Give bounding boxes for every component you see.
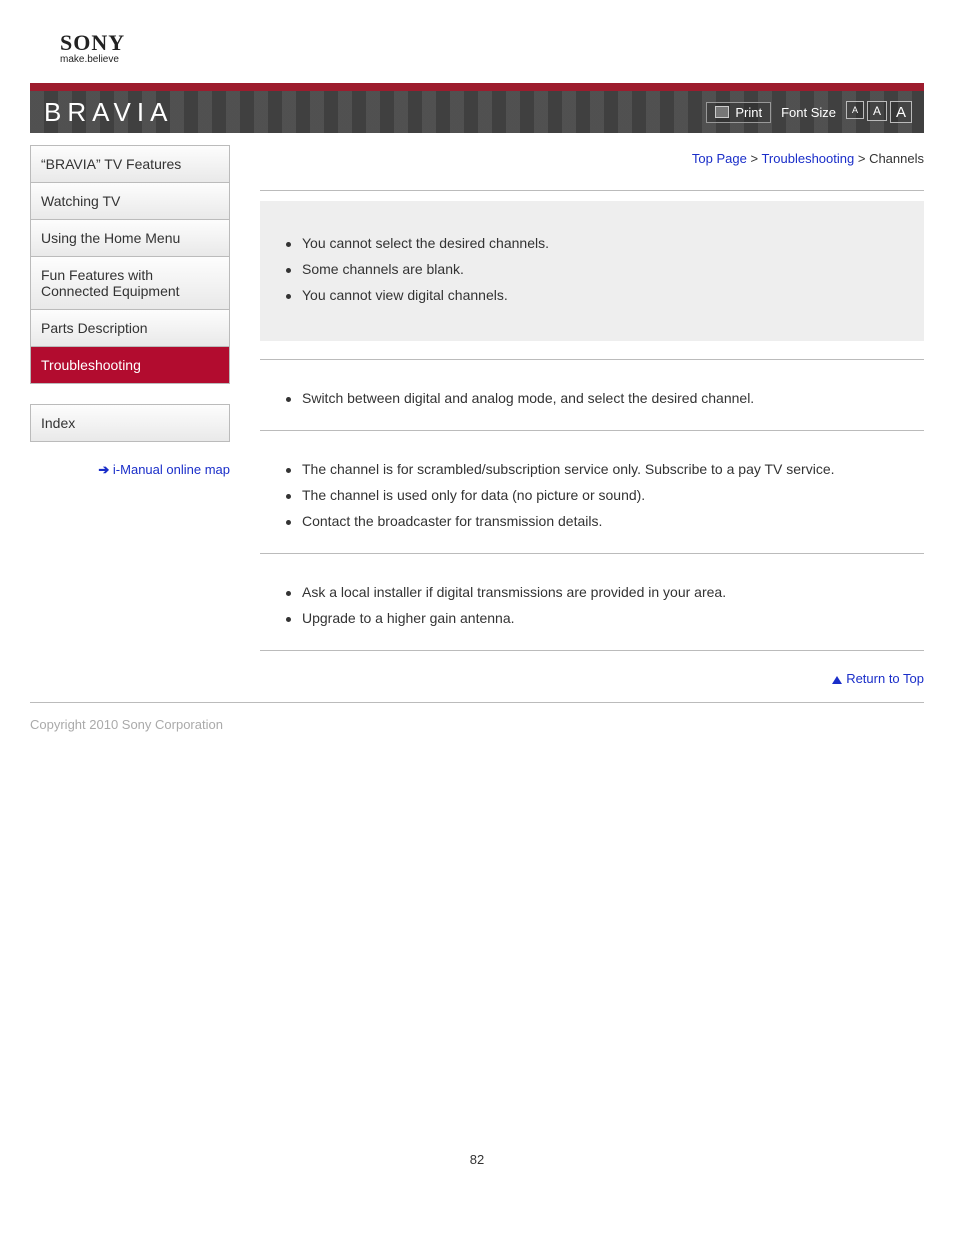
sidebar-item-index[interactable]: Index [31,405,229,441]
footer-divider [30,702,924,703]
copyright: Copyright 2010 Sony Corporation [30,717,924,732]
sidebar-item-parts[interactable]: Parts Description [31,310,229,347]
print-label: Print [735,105,762,120]
brand-logo-block: SONY make.believe [60,30,924,65]
return-top-link[interactable]: Return to Top [846,671,924,686]
font-size-medium[interactable]: A [867,101,887,121]
nav-primary: “BRAVIA” TV Features Watching TV Using t… [30,145,230,384]
sidebar-item-watching-tv[interactable]: Watching TV [31,183,229,220]
symptom-item: You cannot select the desired channels. [286,235,904,251]
answer-item: Switch between digital and analog mode, … [286,390,924,406]
answer-section: The channel is for scrambled/subscriptio… [260,431,924,554]
sidebar-item-home-menu[interactable]: Using the Home Menu [31,220,229,257]
font-size-small[interactable]: A [846,101,864,119]
arrow-right-icon: ➔ [98,462,109,477]
symptom-item: Some channels are blank. [286,261,904,277]
print-button[interactable]: Print [706,102,771,123]
font-size-group: A A A [846,101,912,123]
main-content: Top Page > Troubleshooting > Channels Yo… [260,145,924,696]
product-name: BRAVIA [44,97,173,128]
sidebar-item-bravia-features[interactable]: “BRAVIA” TV Features [31,146,229,183]
header-band: BRAVIA Print Font Size A A A [30,91,924,133]
sony-logo: SONY [60,30,924,56]
answer-item: The channel is used only for data (no pi… [286,487,924,503]
breadcrumb-top[interactable]: Top Page [692,151,747,166]
breadcrumb-current: Channels [869,151,924,166]
sony-tagline: make.believe [60,54,924,65]
breadcrumb-sep: > [858,151,866,166]
accent-bar [30,83,924,91]
sidebar-item-troubleshooting[interactable]: Troubleshooting [31,347,229,383]
answer-section: Switch between digital and analog mode, … [260,360,924,431]
nav-secondary: Index [30,404,230,442]
return-top-row: Return to Top [260,671,924,686]
sidebar-item-fun-features[interactable]: Fun Features with Connected Equipment [31,257,229,310]
breadcrumb-mid[interactable]: Troubleshooting [761,151,854,166]
page-number: 82 [30,1152,924,1197]
font-size-large[interactable]: A [890,101,912,123]
symptom-item: You cannot view digital channels. [286,287,904,303]
answer-item: The channel is for scrambled/subscriptio… [286,461,924,477]
manual-map-link[interactable]: i-Manual online map [113,462,230,477]
sidebar: “BRAVIA” TV Features Watching TV Using t… [30,145,230,478]
answer-item: Upgrade to a higher gain antenna. [286,610,924,626]
printer-icon [715,106,729,118]
divider [260,190,924,191]
answer-section: Ask a local installer if digital transmi… [260,554,924,651]
answer-item: Ask a local installer if digital transmi… [286,584,924,600]
triangle-up-icon [832,676,842,684]
symptom-box: You cannot select the desired channels. … [260,201,924,341]
manual-map-link-row: ➔ i-Manual online map [30,462,230,478]
breadcrumb-sep: > [750,151,758,166]
answer-item: Contact the broadcaster for transmission… [286,513,924,529]
breadcrumb: Top Page > Troubleshooting > Channels [260,151,924,166]
font-size-label: Font Size [781,105,836,120]
